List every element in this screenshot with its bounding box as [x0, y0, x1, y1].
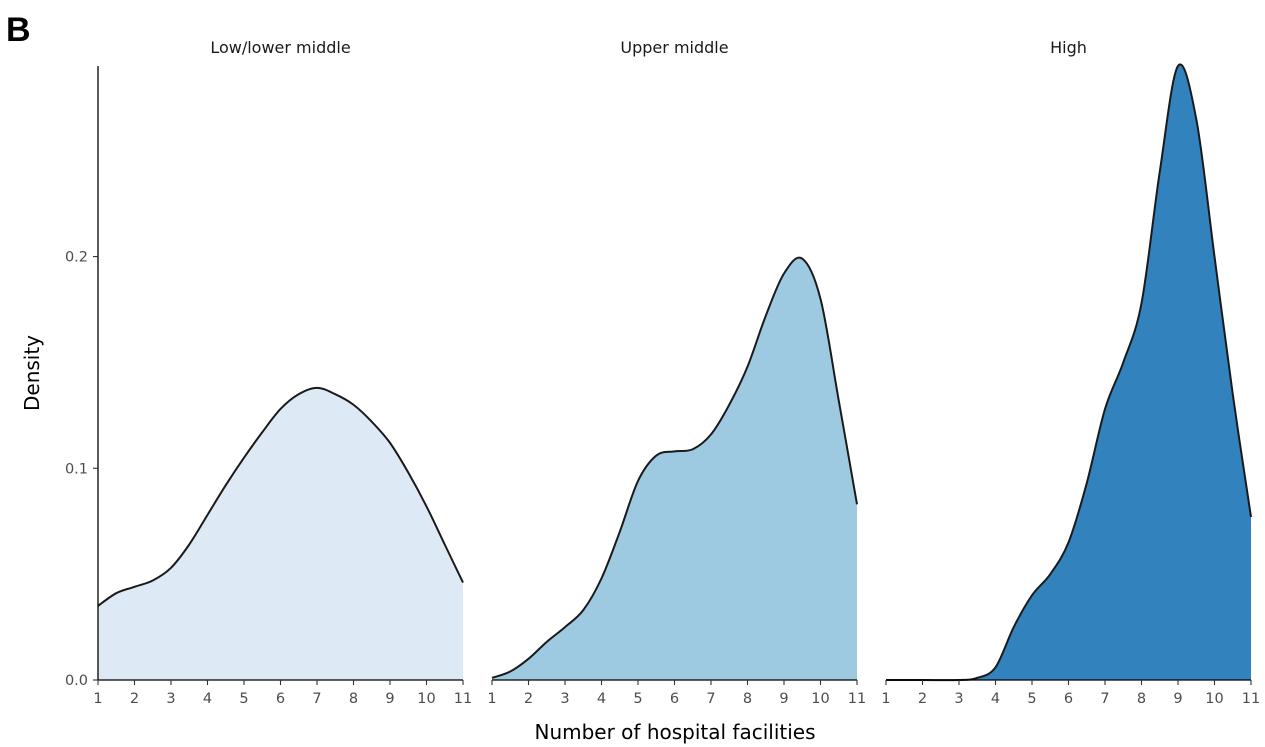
y-tick-label: 0.1 [65, 461, 88, 477]
density-curve [97, 386, 464, 607]
x-tick-label: 5 [1027, 691, 1036, 707]
x-tick-label: 7 [706, 691, 715, 707]
y-axis-title: Density [20, 335, 44, 411]
x-tick-label: 4 [991, 691, 1000, 707]
facet-strip-label: Low/lower middle [210, 38, 350, 57]
x-tick-label: 11 [848, 691, 866, 707]
x-tick-label: 10 [811, 691, 829, 707]
x-axis-title: Number of hospital facilities [534, 720, 815, 744]
density-area [886, 64, 1251, 681]
x-tick-label: 1 [93, 691, 102, 707]
x-tick-label: 2 [524, 691, 533, 707]
x-tick-label: 11 [454, 691, 472, 707]
x-tick-label: 4 [597, 691, 606, 707]
x-tick-label: 1 [881, 691, 890, 707]
density-curve [491, 256, 858, 679]
panel-letter: B [6, 11, 31, 49]
facet-strip-label: High [1050, 38, 1087, 57]
facet-strip-label: Upper middle [620, 38, 728, 57]
x-tick-label: 8 [1137, 691, 1146, 707]
y-tick-label: 0.0 [65, 673, 88, 689]
x-tick-label: 9 [1173, 691, 1182, 707]
x-tick-label: 7 [312, 691, 321, 707]
x-tick-label: 6 [276, 691, 285, 707]
density-area [98, 387, 463, 680]
y-axis: 0.0 0.1 0.2 [65, 66, 99, 689]
density-area [492, 257, 857, 680]
x-tick-label: 1 [487, 691, 496, 707]
x-tick-label: 8 [349, 691, 358, 707]
x-tick-label: 5 [239, 691, 248, 707]
x-tick-label: 6 [1064, 691, 1073, 707]
x-tick-label: 2 [918, 691, 927, 707]
density-curve [886, 63, 1252, 682]
x-tick-label: 9 [385, 691, 394, 707]
x-tick-label: 10 [417, 691, 435, 707]
x-tick-label: 6 [670, 691, 679, 707]
x-tick-label: 3 [166, 691, 175, 707]
x-tick-label: 3 [954, 691, 963, 707]
x-tick-label: 11 [1242, 691, 1260, 707]
panel-1: Low/lower middle 1 2 3 4 5 6 7 8 9 10 11 [93, 38, 472, 707]
y-tick-label: 0.2 [65, 250, 88, 266]
panel-3: High 1 2 3 4 5 6 7 8 9 10 11 [881, 38, 1260, 707]
x-tick-label: 5 [633, 691, 642, 707]
x-tick-label: 3 [560, 691, 569, 707]
x-tick-label: 4 [203, 691, 212, 707]
x-tick-label: 9 [779, 691, 788, 707]
x-tick-label: 8 [743, 691, 752, 707]
panel-2: Upper middle 1 2 3 4 5 6 7 8 9 10 11 [487, 38, 866, 707]
x-tick-label: 7 [1100, 691, 1109, 707]
x-tick-label: 2 [130, 691, 139, 707]
x-tick-label: 10 [1205, 691, 1223, 707]
